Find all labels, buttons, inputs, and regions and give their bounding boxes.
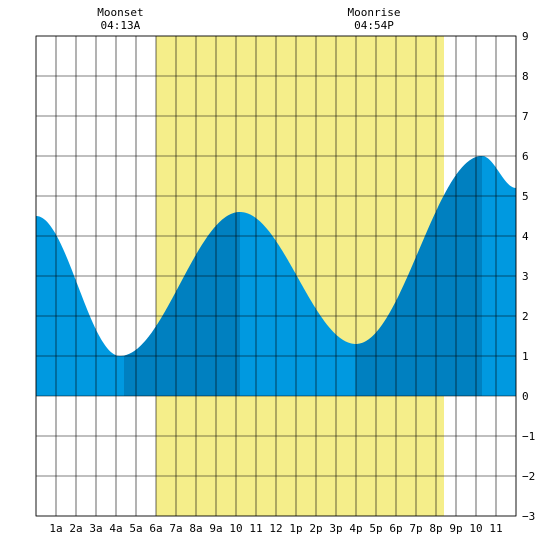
x-tick-label: 4a	[109, 522, 122, 535]
x-tick-label: 5a	[129, 522, 142, 535]
moon-event-label: Moonrise	[348, 6, 401, 19]
moon-event-label: Moonset	[97, 6, 143, 19]
y-tick-label: 2	[522, 310, 529, 323]
y-tick-label: −2	[522, 470, 535, 483]
x-tick-label: 11	[249, 522, 262, 535]
x-tick-label: 7p	[409, 522, 422, 535]
x-tick-label: 10	[229, 522, 242, 535]
x-tick-label: 6a	[149, 522, 162, 535]
x-tick-label: 9p	[449, 522, 462, 535]
x-tick-label: 3p	[329, 522, 342, 535]
y-tick-label: 3	[522, 270, 529, 283]
x-tick-label: 12	[269, 522, 282, 535]
x-tick-label: 2a	[69, 522, 82, 535]
x-tick-label: 11	[489, 522, 502, 535]
x-tick-label: 9a	[209, 522, 222, 535]
x-tick-label: 8p	[429, 522, 442, 535]
moon-event-time: 04:54P	[354, 19, 394, 32]
x-tick-label: 10	[469, 522, 482, 535]
x-tick-label: 5p	[369, 522, 382, 535]
x-tick-label: 7a	[169, 522, 182, 535]
moon-event-time: 04:13A	[101, 19, 141, 32]
plot-frame	[35, 35, 517, 517]
x-tick-label: 1a	[49, 522, 62, 535]
y-tick-label: −1	[522, 430, 535, 443]
y-tick-label: 7	[522, 110, 529, 123]
y-tick-label: 0	[522, 390, 529, 403]
x-tick-label: 6p	[389, 522, 402, 535]
x-tick-label: 2p	[309, 522, 322, 535]
y-tick-label: −3	[522, 510, 535, 523]
y-tick-label: 5	[522, 190, 529, 203]
y-tick-label: 4	[522, 230, 529, 243]
x-tick-label: 4p	[349, 522, 362, 535]
y-tick-label: 1	[522, 350, 529, 363]
y-tick-label: 6	[522, 150, 529, 163]
x-tick-label: 1p	[289, 522, 302, 535]
y-tick-label: 8	[522, 70, 529, 83]
y-tick-label: 9	[522, 30, 529, 43]
x-tick-label: 3a	[89, 522, 102, 535]
tide-area-shaded	[124, 212, 240, 396]
x-tick-label: 8a	[189, 522, 202, 535]
